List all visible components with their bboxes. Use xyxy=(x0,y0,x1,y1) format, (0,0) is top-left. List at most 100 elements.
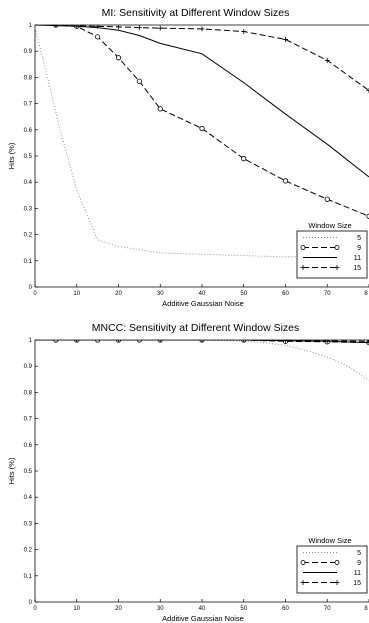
legend-title: Window Size xyxy=(308,536,351,545)
series-line-5 xyxy=(35,27,369,259)
legend-marker-circle xyxy=(334,560,340,565)
y-axis-label: Hits (%) xyxy=(7,457,16,484)
x-tick-label: 60 xyxy=(282,291,289,297)
data-point-plus-series-15 xyxy=(199,340,205,343)
data-point-plus-series-15 xyxy=(116,340,121,343)
legend: Window Size 5 9 11 15 xyxy=(296,221,368,279)
legend-label-9: 9 xyxy=(357,245,361,252)
data-point-plus-series-15 xyxy=(157,25,163,31)
x-tick-label: 8 xyxy=(364,291,368,297)
data-point-circle-series-9 xyxy=(53,340,59,343)
legend-label-15: 15 xyxy=(353,265,361,272)
x-tick-label: 70 xyxy=(324,606,331,612)
y-tick-label: 0.9 xyxy=(24,364,33,370)
y-tick-label: 0.7 xyxy=(24,417,33,423)
y-tick-label: 0.4 xyxy=(24,180,33,186)
x-tick-label: 70 xyxy=(324,291,331,297)
data-point-circle-series-9 xyxy=(95,340,101,343)
y-tick-label: 0.2 xyxy=(24,233,33,239)
y-tick-label: 0.2 xyxy=(24,548,33,554)
data-point-circle-series-9 xyxy=(136,340,142,343)
x-tick-label: 30 xyxy=(157,291,164,297)
y-tick-label: 0 xyxy=(29,600,33,606)
series-line-11 xyxy=(35,340,369,344)
x-tick-label: 0 xyxy=(33,291,37,297)
data-point-plus-series-15 xyxy=(74,340,80,343)
x-tick-label: 8 xyxy=(364,606,368,612)
y-tick-label: 0.3 xyxy=(24,521,33,527)
legend-marker-circle xyxy=(334,245,340,250)
y-tick-label: 0.1 xyxy=(24,259,33,265)
series-line-5 xyxy=(35,340,369,381)
legend-marker-circle xyxy=(300,560,306,565)
x-tick-label: 10 xyxy=(73,291,80,297)
data-point-circle-series-9 xyxy=(115,55,122,61)
data-point-circle-series-9 xyxy=(136,78,142,84)
chart-title: MI: Sensitivity at Different Window Size… xyxy=(102,7,290,19)
x-axis-label: Additive Gaussian Noise xyxy=(162,299,244,308)
legend-label-5: 5 xyxy=(357,550,361,557)
series-line-11 xyxy=(35,25,369,178)
data-point-plus-series-15 xyxy=(241,340,247,343)
plot-area xyxy=(35,340,369,381)
x-tick-label: 30 xyxy=(157,606,164,612)
legend-box xyxy=(296,230,368,279)
data-point-circle-series-9 xyxy=(324,196,330,202)
data-point-circle-series-9 xyxy=(199,125,205,132)
y-tick-label: 0.5 xyxy=(24,154,33,160)
y-tick-label: 1 xyxy=(29,23,33,29)
y-tick-label: 1 xyxy=(29,338,33,344)
x-tick-label: 10 xyxy=(73,606,80,612)
plot-area xyxy=(35,25,369,259)
y-tick-label: 0.8 xyxy=(24,75,33,81)
data-point-plus-series-15 xyxy=(95,25,101,29)
y-tick-label: 0.6 xyxy=(24,128,33,134)
data-point-plus-series-15 xyxy=(136,25,142,31)
y-tick-label: 0.6 xyxy=(24,443,33,449)
y-tick-label: 0.1 xyxy=(24,574,33,580)
x-tick-label: 0 xyxy=(33,606,37,612)
y-axis-label: Hits (%) xyxy=(7,142,16,169)
data-point-plus-series-15 xyxy=(199,26,205,32)
x-tick-label: 20 xyxy=(115,291,122,297)
data-point-plus-series-15 xyxy=(283,340,288,343)
x-tick-label: 40 xyxy=(199,291,206,297)
chart-panel-1: MI: Sensitivity at Different Window Size… xyxy=(7,7,369,308)
y-tick-label: 0.3 xyxy=(24,206,33,212)
x-tick-label: 50 xyxy=(240,291,247,297)
data-point-circle-series-9 xyxy=(282,178,289,184)
legend-label-11: 11 xyxy=(354,255,361,262)
x-tick-label: 40 xyxy=(199,606,206,612)
x-tick-label: 20 xyxy=(115,606,122,612)
y-tick-label: 0.9 xyxy=(24,49,33,55)
data-point-plus-series-15 xyxy=(157,340,163,343)
legend-marker-circle xyxy=(300,245,306,250)
y-tick-label: 0.4 xyxy=(24,495,33,501)
data-point-plus-series-15 xyxy=(74,25,80,29)
series-line-15 xyxy=(35,25,369,91)
data-point-plus-series-15 xyxy=(366,88,369,93)
data-point-circle-series-9 xyxy=(95,34,101,40)
legend-label-11: 11 xyxy=(354,570,361,577)
legend: Window Size 5 9 11 15 xyxy=(296,536,368,594)
data-point-plus-series-15 xyxy=(53,25,59,28)
legend-title: Window Size xyxy=(308,221,351,230)
legend-label-15: 15 xyxy=(353,580,361,587)
data-point-circle-series-9 xyxy=(157,106,163,112)
y-tick-label: 0.8 xyxy=(24,390,33,396)
x-tick-label: 60 xyxy=(282,606,289,612)
y-tick-label: 0.7 xyxy=(24,102,33,108)
data-point-plus-series-15 xyxy=(241,29,247,35)
series-line-9 xyxy=(35,340,369,344)
data-point-plus-series-15 xyxy=(324,57,330,63)
chart-title: MNCC: Sensitivity at Different Window Si… xyxy=(92,322,300,334)
chart-panel-2: MNCC: Sensitivity at Different Window Si… xyxy=(7,322,369,623)
x-axis-label: Additive Gaussian Noise xyxy=(162,614,244,623)
legend-label-5: 5 xyxy=(357,235,361,242)
legend-label-9: 9 xyxy=(357,560,361,567)
y-tick-label: 0 xyxy=(29,285,33,291)
data-point-plus-series-15 xyxy=(116,25,121,30)
data-point-circle-series-9 xyxy=(241,156,247,162)
y-tick-label: 0.5 xyxy=(24,469,33,475)
